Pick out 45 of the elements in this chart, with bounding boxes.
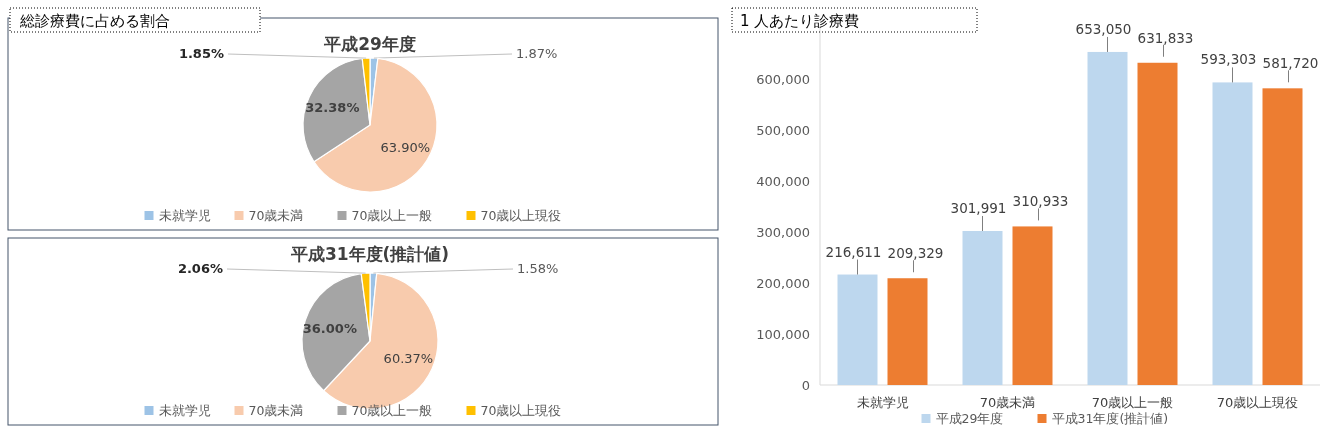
legend-label: 70歳以上現役 — [480, 208, 562, 223]
x-tick-label: 70歳以上現役 — [1216, 395, 1299, 410]
y-tick-label: 500,000 — [756, 123, 810, 138]
x-tick-label: 70歳未満 — [979, 395, 1036, 410]
data-label: 1.87% — [516, 46, 558, 61]
data-label: 32.38% — [305, 100, 360, 116]
x-tick-label: 70歳以上一般 — [1091, 395, 1174, 410]
data-label: 60.37% — [383, 351, 434, 367]
legend-label: 平成29年度 — [935, 411, 1004, 426]
data-label: 216,611 — [825, 243, 882, 260]
legend-label: 未就学児 — [158, 208, 211, 223]
data-label: 653,050 — [1075, 20, 1132, 37]
bar — [1137, 62, 1178, 385]
data-label: 581,720 — [1262, 55, 1319, 72]
data-label: 631,833 — [1137, 29, 1194, 46]
data-label: 36.00% — [302, 321, 357, 337]
data-label: 63.90% — [380, 139, 431, 155]
data-label: 1.85% — [178, 46, 224, 61]
x-tick-label: 未就学児 — [856, 395, 909, 410]
y-tick-label: 400,000 — [756, 174, 810, 189]
bar — [837, 274, 878, 385]
data-label: 310,933 — [1012, 193, 1069, 210]
legend-label: 平成31年度(推計値) — [1051, 411, 1169, 426]
legend-label: 70歳以上一般 — [351, 208, 433, 223]
data-label: 209,329 — [887, 245, 944, 262]
bar — [962, 230, 1003, 385]
legend-label: 70歳未満 — [248, 208, 304, 223]
bar — [1087, 51, 1128, 385]
data-label: 301,991 — [950, 199, 1007, 216]
data-label: 593,303 — [1200, 51, 1257, 68]
y-tick-label: 300,000 — [756, 225, 810, 240]
bar — [1212, 82, 1253, 385]
y-tick-label: 0 — [801, 378, 810, 393]
data-label: 1.58% — [517, 261, 559, 276]
text: 総診療費に占める割合 — [19, 12, 170, 30]
chart-title: 平成29年度 — [323, 34, 416, 54]
bar — [1012, 226, 1053, 385]
y-tick-label: 200,000 — [756, 276, 810, 291]
bar — [887, 278, 928, 385]
chart-title: 1 人あたり診療費 — [740, 12, 860, 30]
y-tick-label: 600,000 — [756, 72, 810, 87]
data-label: 2.06% — [177, 261, 223, 276]
chart-title: 平成31年度(推計値) — [289, 244, 450, 264]
y-tick-label: 100,000 — [756, 327, 810, 342]
bar — [1262, 88, 1303, 385]
